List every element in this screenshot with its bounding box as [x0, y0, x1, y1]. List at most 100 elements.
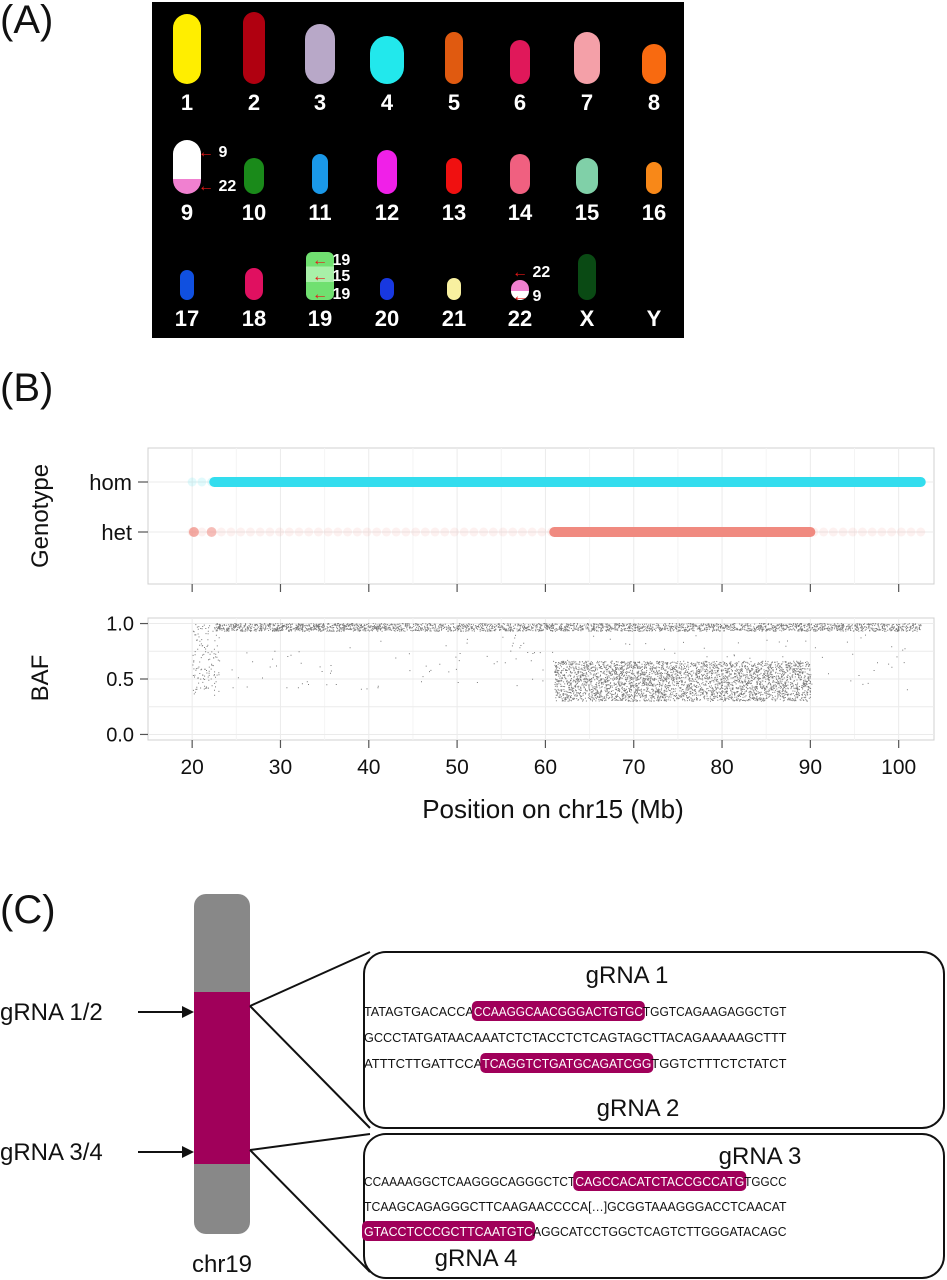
het-point-faint: [304, 527, 314, 537]
het-point-faint: [906, 527, 916, 537]
het-point-faint: [372, 527, 382, 537]
chromosome-label-X: X: [579, 306, 595, 331]
chromosome-11: [312, 154, 328, 194]
xtick-label: 20: [180, 756, 203, 779]
het-point-faint: [226, 527, 236, 537]
chromosome-21: [447, 278, 461, 300]
grna3-label: gRNA 3: [719, 1143, 802, 1170]
het-point-faint: [343, 527, 353, 537]
chr19-label: chr19: [192, 1251, 252, 1278]
chromosome-label-4: 4: [380, 90, 394, 115]
box1-line1-post: TGGTCAGAAGAGGCTGT: [643, 1004, 787, 1019]
x-axis-label: Position on chr15 (Mb): [422, 794, 684, 824]
het-point-faint: [313, 527, 323, 537]
panel-label-a: (A): [0, 0, 54, 42]
translocation-19-arrow-2: ← 19: [312, 286, 351, 303]
baf-ytick-label: 0.5: [106, 669, 134, 691]
het-point-faint: [819, 527, 829, 537]
xtick-label: 100: [881, 756, 916, 779]
chromosome-16: [646, 162, 662, 194]
chromosome-label-22: 22: [507, 306, 533, 331]
het-point-faint: [275, 527, 285, 537]
box1-line3: ATTTCTTGATTCCA TCAGGTCTGATGCAGATCGG TGGTCT…: [364, 1053, 787, 1073]
chromosome-13: [446, 158, 462, 194]
chromosome-label-20: 20: [374, 306, 400, 331]
het-point-faint: [381, 527, 391, 537]
box2-line1-post: TGGCC: [744, 1174, 787, 1189]
het-point-faint: [284, 527, 294, 537]
chromosome-label-2: 2: [247, 90, 261, 115]
box1-line1-grna-highlight: [471, 1001, 645, 1021]
xtick-label: 90: [799, 756, 822, 779]
xtick-label: 60: [534, 756, 557, 779]
chromosome-9: [173, 140, 201, 194]
chromosome-X: [578, 254, 596, 300]
grna4-label: gRNA 4: [435, 1245, 518, 1272]
het-point-faint: [265, 527, 275, 537]
chr15-genotype-baf-plot: Genotype hom het 0.0 0.5 1.0 20 30 40 50 60 70 8…: [27, 447, 935, 824]
baf-points: [192, 623, 922, 702]
chromosome-label-Y: Y: [646, 306, 662, 331]
hom-point-faint: [197, 477, 207, 487]
spectral-karyotype: 1 2 3 4 5 6 7 8 9 10 11 12 13 14 15 16 17 18 19 20 21 22 X Y ← 9…: [152, 2, 684, 338]
chromosome-label-8: 8: [647, 90, 661, 115]
box2-line2-text: TCAAGCAGAGGGCTTCAAGAACCCCA[…]GCGGTAAAGGG…: [364, 1199, 787, 1214]
het-point-faint: [459, 527, 469, 537]
chromosome-label-14: 14: [507, 200, 533, 225]
het-point-faint: [430, 527, 440, 537]
translocation-19-arrow-1: ← 15: [312, 268, 351, 285]
het-point-faint: [479, 527, 489, 537]
het-point-faint: [498, 527, 508, 537]
chromosome-label-9: 9: [180, 200, 194, 225]
chr19-target-region: [194, 992, 250, 1164]
box2-line3-post: AGGCATCCTGGCTCAGTCTTGGGATACAGC: [533, 1224, 787, 1239]
grna12-label: gRNA 1/2: [0, 999, 103, 1026]
box1-line1-pre: TATAGTGACACCA: [364, 1004, 474, 1019]
xtick-label: 80: [710, 756, 733, 779]
het-point-faint: [469, 527, 479, 537]
het-point-faint: [352, 527, 362, 537]
chromosome-17: [180, 270, 194, 300]
het-point-faint: [916, 527, 926, 537]
box2-line3-grna: GTACCTCCCGCTTCAATGTC: [364, 1224, 533, 1239]
baf-ytick-label: 0.0: [106, 724, 134, 746]
het-point-faint: [440, 527, 450, 537]
grna34-sequence-box: [363, 1133, 945, 1279]
chromosome-label-10: 10: [241, 200, 267, 225]
chromosome-4: [370, 36, 404, 84]
chromosome-label-12: 12: [374, 200, 400, 225]
chromosome-3: [305, 24, 335, 84]
het-point-faint: [216, 527, 226, 537]
het-point-faint: [255, 527, 265, 537]
het-point-faint: [333, 527, 343, 537]
xtick-label: 30: [269, 756, 292, 779]
het-point-faint: [838, 527, 848, 537]
grna34-arrow-icon: [182, 1146, 194, 1158]
box1-line2-text: GCCCTATGATAACAAATCTCTACCTCTCAGTAGCTTACAG…: [364, 1030, 787, 1045]
box1-line3-grna: TCAGGTCTGATGCAGATCGG: [482, 1056, 651, 1071]
chromosome-8: [642, 44, 666, 84]
chromosome-14: [510, 154, 530, 194]
genotype-ylabel: Genotype: [27, 464, 54, 568]
chromosome-label-21: 21: [441, 306, 467, 331]
chromosome-label-11: 11: [308, 200, 332, 225]
panel-label-c: (C): [0, 888, 56, 932]
box1-line1: TATAGTGACACCA CCAAGGCAACGGGACTGTGC TGGTCAG…: [364, 1001, 786, 1021]
het-point-faint: [362, 527, 372, 537]
chromosome-19: [306, 252, 334, 300]
het-point-faint: [245, 527, 255, 537]
chromosome-label-17: 17: [174, 306, 200, 331]
box2-line1-grna-highlight: [573, 1171, 747, 1191]
het-point-faint: [197, 527, 207, 537]
chromosome-label-18: 18: [241, 306, 267, 331]
box1-line3-post: TGGTCTTTCTCTATCT: [651, 1056, 786, 1071]
hom-point-faint: [187, 477, 197, 487]
grna12-sequence-box: [363, 951, 945, 1129]
chromosome-5: [445, 32, 463, 84]
chromosome-label-1: 1: [180, 90, 194, 115]
box2-line1: CCAAAAGGCTCAAGGGCAGGGCTCT CAGCCACATCTACCG…: [364, 1171, 787, 1191]
chromosome-label-13: 13: [441, 200, 467, 225]
het-point-faint: [391, 527, 401, 537]
chromosome-1: [173, 14, 201, 84]
het-point-faint: [401, 527, 411, 537]
